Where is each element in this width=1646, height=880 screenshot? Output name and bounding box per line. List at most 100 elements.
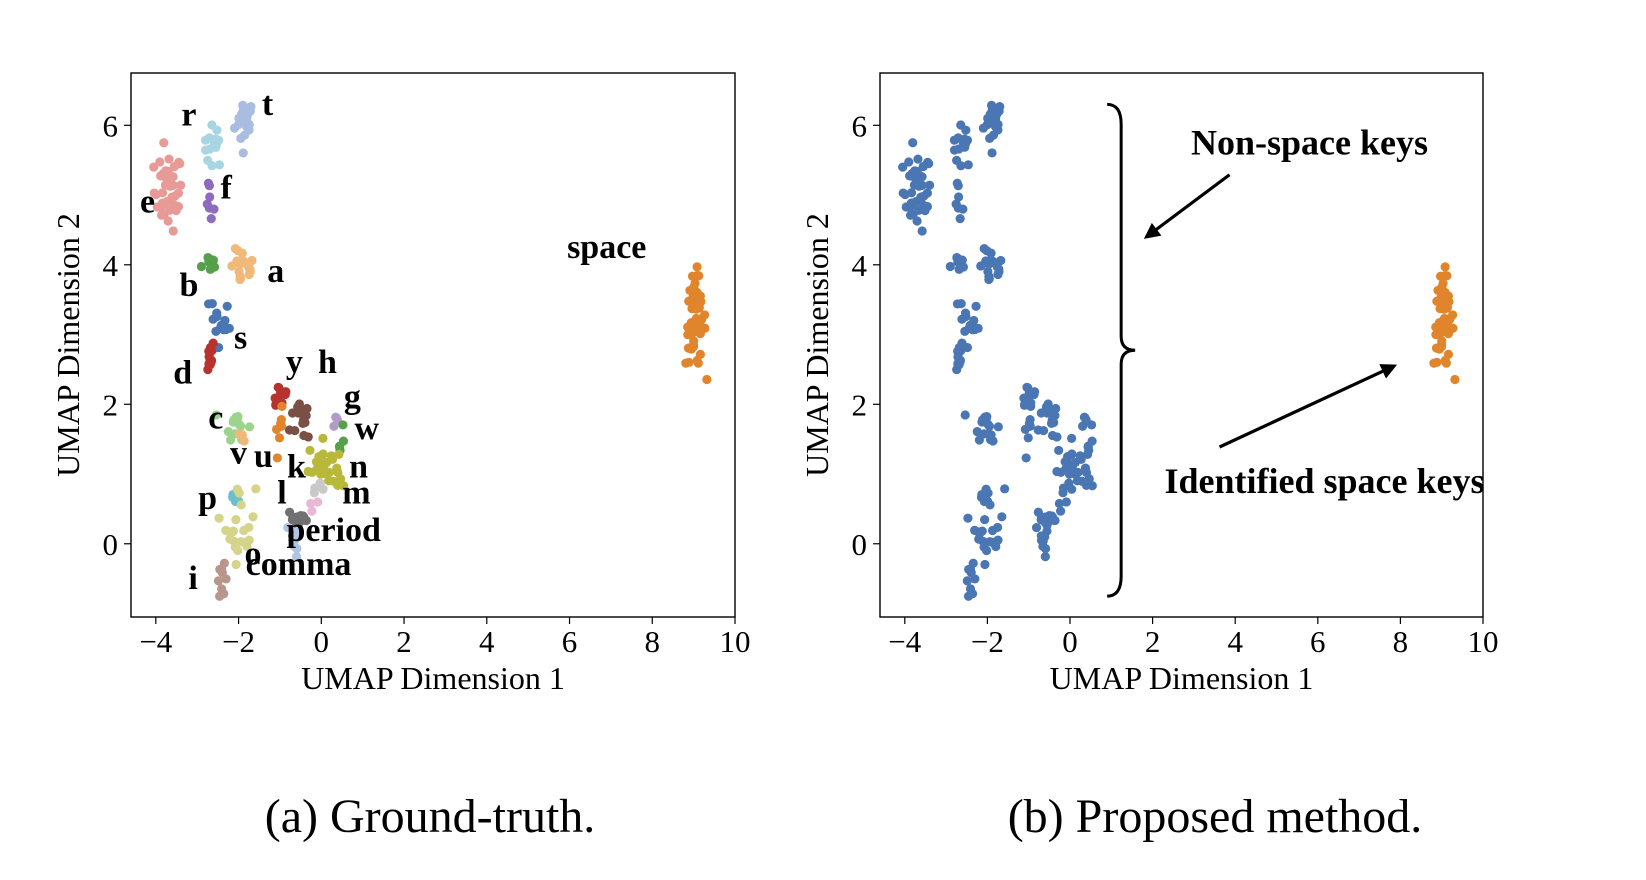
y-tick-label: 2 [103, 387, 119, 422]
point-nonspace [969, 315, 979, 326]
point-nonspace [963, 513, 973, 523]
x-tick-label: 4 [479, 624, 495, 659]
point-a [235, 259, 245, 269]
point-r [214, 160, 225, 170]
point-nonspace [1000, 484, 1010, 494]
point-space [1435, 328, 1446, 338]
point-h [302, 403, 312, 414]
point-comma [292, 543, 302, 554]
point-l [231, 514, 241, 525]
point-nonspace [953, 346, 963, 356]
point-nonspace [981, 545, 992, 556]
points-a [149, 100, 712, 601]
point-space [694, 303, 704, 313]
point-e [159, 138, 169, 148]
point-nonspace [985, 109, 995, 119]
point-f [202, 199, 212, 209]
point-a [227, 261, 237, 271]
point-nonspace [1054, 445, 1064, 456]
point-w [338, 436, 349, 446]
point-nonspace [1070, 457, 1080, 468]
annotation-arrow-space [1218, 364, 1398, 449]
point-nonspace [976, 261, 986, 271]
x-tick-label: 8 [645, 624, 661, 659]
point-nonspace [919, 191, 929, 201]
cluster-label-f: f [220, 170, 232, 207]
point-l [239, 525, 249, 536]
cluster-label-s: s [234, 319, 247, 356]
point-nonspace [1054, 498, 1064, 509]
point-nonspace [1056, 506, 1066, 516]
cluster-label-y: y [286, 344, 303, 381]
y-tick-label: 0 [103, 527, 119, 562]
point-space [1439, 292, 1450, 302]
x-tick-label: −2 [971, 624, 1004, 659]
point-y [275, 388, 286, 398]
point-nonspace [920, 206, 930, 216]
point-nonspace [952, 155, 962, 165]
cluster-label-l: l [277, 474, 286, 511]
point-nonspace [954, 264, 964, 274]
point-f [206, 214, 216, 224]
cluster-label-d: d [173, 354, 192, 391]
point-nonspace [1048, 512, 1058, 522]
cluster-label-p: p [198, 480, 217, 517]
point-u [277, 401, 287, 412]
point-space [692, 262, 702, 272]
point-nonspace [964, 564, 974, 575]
point-nonspace [1040, 543, 1051, 554]
point-l [233, 545, 243, 556]
point-space [692, 271, 702, 281]
point-nonspace [987, 525, 998, 536]
point-f [209, 204, 219, 214]
cluster-label-k: k [287, 449, 306, 486]
point-nonspace [953, 192, 964, 202]
point-e [157, 210, 167, 220]
x-axis-label: UMAP Dimension 1 [1050, 660, 1314, 696]
point-space [691, 292, 702, 302]
point-nonspace [1082, 449, 1093, 460]
point-space [1440, 262, 1450, 272]
point-space [687, 328, 698, 338]
point-nonspace [960, 326, 970, 336]
point-nonspace [955, 214, 965, 224]
point-nonspace [924, 180, 935, 190]
point-h [287, 408, 298, 418]
point-v [234, 429, 244, 439]
point-t [236, 109, 247, 119]
point-nonspace [1024, 388, 1034, 398]
point-space [702, 374, 712, 385]
point-d [205, 359, 215, 370]
point-space [1429, 358, 1439, 368]
cluster-label-m: m [342, 474, 370, 511]
x-tick-label: 2 [396, 624, 412, 659]
cluster-label-b: b [179, 267, 198, 304]
point-space [684, 296, 694, 306]
point-space [693, 358, 703, 368]
cluster-label-r: r [181, 96, 196, 133]
point-e [155, 157, 165, 167]
point-l [229, 536, 239, 546]
cluster-label-h: h [318, 344, 337, 381]
point-nonspace [908, 200, 918, 210]
point-f [205, 192, 215, 202]
point-nonspace [957, 255, 967, 265]
point-r [204, 133, 214, 143]
point-o [306, 498, 316, 509]
point-nonspace [1067, 433, 1077, 443]
point-nonspace [988, 130, 999, 140]
point-space [697, 313, 707, 324]
point-nonspace [1060, 457, 1070, 467]
point-h [300, 417, 310, 428]
point-nonspace [1040, 552, 1050, 562]
point-nonspace [982, 120, 992, 130]
point-f [203, 178, 214, 188]
point-space [1436, 341, 1447, 352]
point-s [220, 315, 230, 326]
y-axis-label: UMAP Dimension 2 [50, 213, 86, 477]
point-nonspace [960, 139, 971, 149]
point-space [690, 316, 700, 326]
point-space [1450, 374, 1460, 385]
point-period [288, 512, 298, 522]
